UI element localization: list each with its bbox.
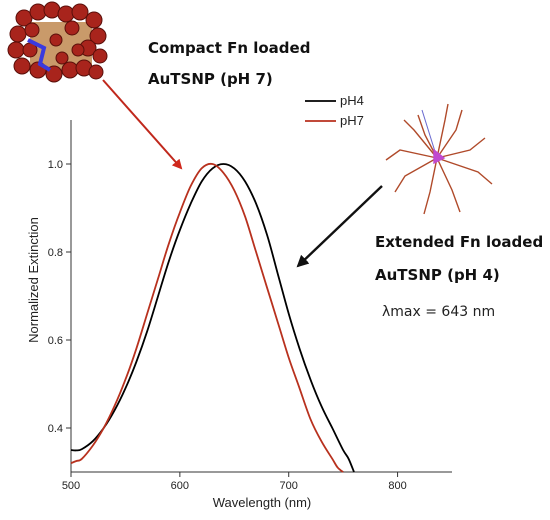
annotation-extended-line1: Extended Fn loaded <box>375 233 543 251</box>
arrow-to-ph4-curve <box>296 185 383 268</box>
x-axis-label: Wavelength (nm) <box>213 495 312 510</box>
x-tick-label: 800 <box>388 480 406 492</box>
x-tick-label: 500 <box>62 480 80 492</box>
y-tick-label: 0.8 <box>48 247 63 259</box>
x-tick-label: 700 <box>280 480 298 492</box>
x-ticks: 500 600 700 800 <box>62 472 407 492</box>
series-line-ph7 <box>70 162 344 473</box>
series-lines <box>70 162 355 473</box>
y-axis-label: Normalized Extinction <box>26 217 41 343</box>
arrow-to-ph7-curve <box>102 79 183 170</box>
legend-label-ph4: pH4 <box>340 93 364 108</box>
series-line-ph4 <box>70 163 355 473</box>
compact-fn-particle-illustration <box>7 1 108 83</box>
legend-label-ph7: pH7 <box>340 113 364 128</box>
y-tick-label: 0.6 <box>48 335 63 347</box>
annotation-extended-line2: AuTSNP (pH 4) <box>375 266 500 284</box>
extended-fn-illustration <box>385 103 493 215</box>
y-tick-label: 1.0 <box>48 159 63 171</box>
annotation-compact-line2: AuTSNP (pH 7) <box>148 70 273 88</box>
annotation-compact-line1: Compact Fn loaded <box>148 39 310 57</box>
annotation-lambda-max: λmax = 643 nm <box>382 304 495 320</box>
y-ticks: 0.4 0.6 0.8 1.0 <box>48 159 71 435</box>
legend: pH4 pH7 <box>305 93 364 128</box>
y-tick-label: 0.4 <box>48 423 63 435</box>
x-tick-label: 600 <box>171 480 189 492</box>
